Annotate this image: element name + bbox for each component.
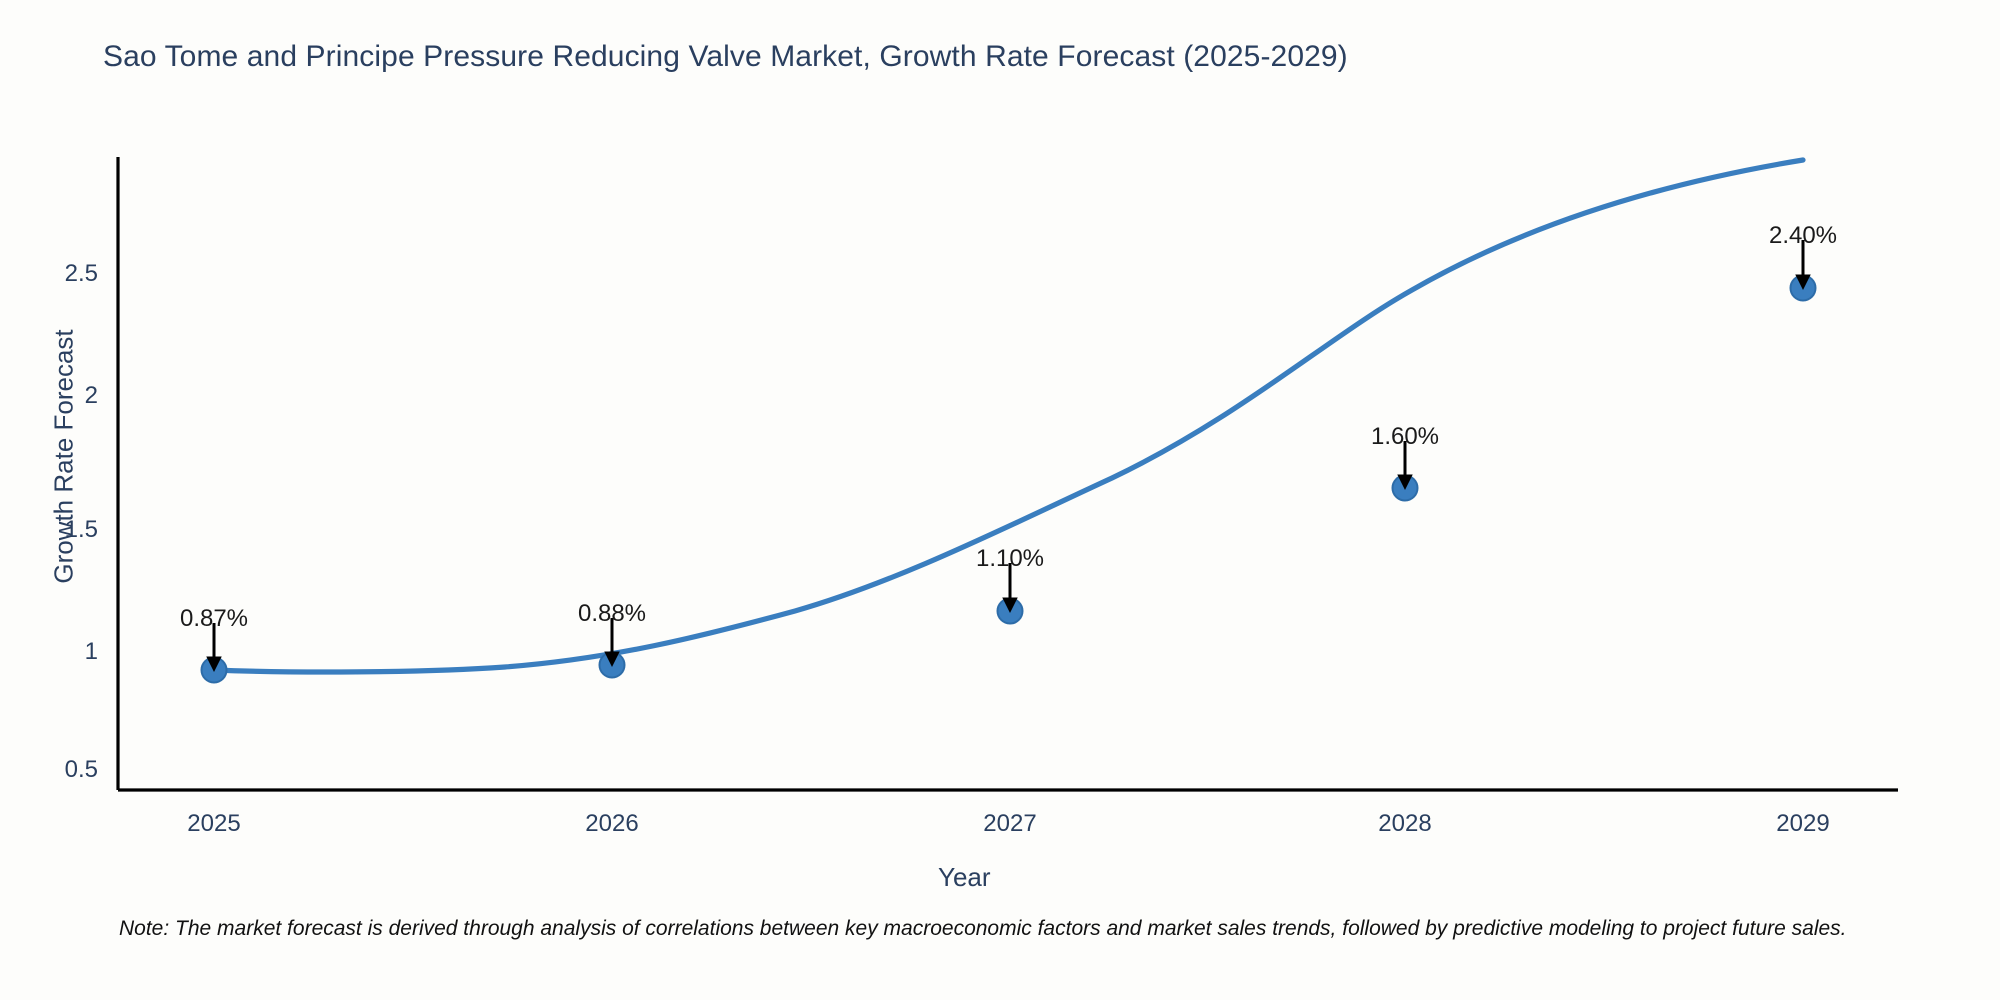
x-axis-title: Year [938, 862, 991, 892]
x-axis-tick-label: 2025 [187, 810, 241, 837]
x-axis-tick-label: 2027 [983, 810, 1037, 837]
data-point-marker[interactable] [598, 651, 626, 679]
y-axis-tick-label: 0.5 [64, 756, 98, 783]
data-point-label: 1.10% [975, 545, 1045, 572]
y-axis-tick-label: 1 [84, 638, 98, 665]
chart-footnote: Note: The market forecast is derived thr… [119, 917, 1847, 940]
chart-title: Sao Tome and Principe Pressure Reducing … [103, 40, 1348, 73]
y-axis-tick-label: 2 [84, 382, 98, 409]
data-point-label: 0.87% [179, 605, 249, 632]
data-line-series [211, 157, 1806, 675]
x-axis-tick-label: 2029 [1776, 810, 1830, 837]
y-axis-tick-label: 1.5 [64, 516, 98, 543]
data-point-label: 2.40% [1768, 222, 1838, 249]
data-point-marker[interactable] [1391, 474, 1419, 502]
data-point-marker[interactable] [200, 656, 228, 684]
data-point-marker[interactable] [996, 597, 1024, 625]
data-point-label: 0.88% [577, 600, 647, 627]
data-point-marker[interactable] [1789, 274, 1817, 302]
x-axis-tick-label: 2028 [1378, 810, 1432, 837]
data-point-label: 1.60% [1370, 423, 1440, 450]
y-axis-tick-label: 2.5 [64, 260, 98, 287]
x-axis-tick-label: 2026 [585, 810, 639, 837]
y-axis-title: Growth Rate Forecast [48, 329, 79, 584]
